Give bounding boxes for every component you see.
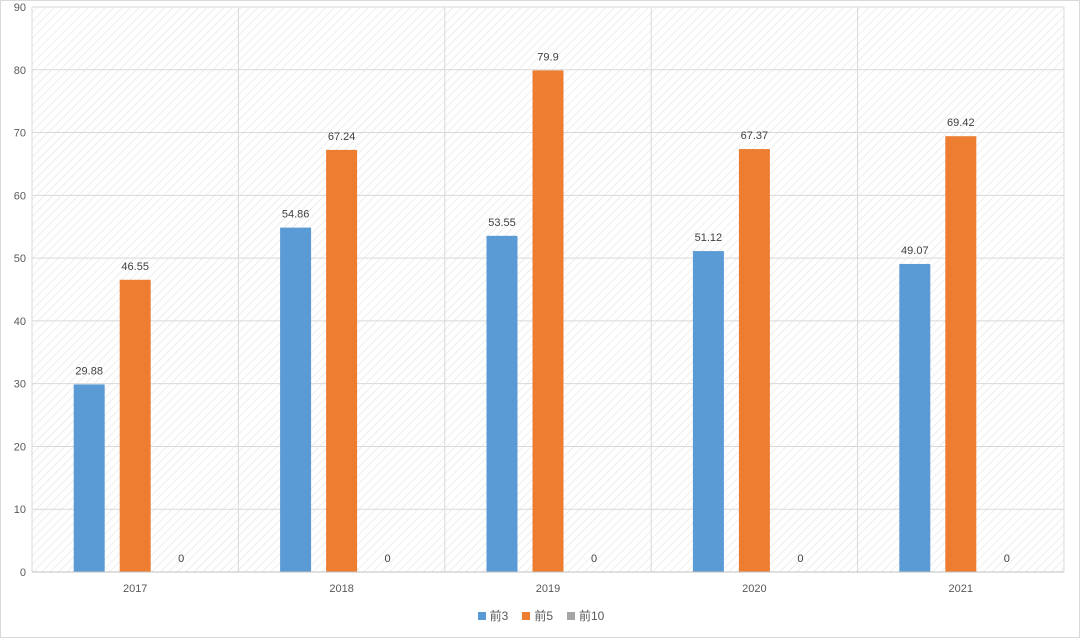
data-label: 69.42 [947,117,975,129]
data-label: 54.86 [282,209,310,221]
data-label: 79.9 [537,51,558,63]
legend-swatch [522,611,531,620]
y-tick-label: 20 [14,441,26,453]
bar [486,235,518,572]
x-tick-label: 2017 [123,583,147,595]
bar [899,263,931,572]
y-tick-label: 60 [14,190,26,202]
x-tick-label: 2021 [949,583,973,595]
legend-item: 前3 [477,607,509,624]
data-label: 53.55 [488,217,516,229]
x-tick-label: 2020 [742,583,766,595]
data-label: 0 [385,553,391,565]
legend-label: 前5 [534,609,553,623]
y-tick-label: 40 [14,316,26,328]
y-tick-label: 70 [14,128,26,140]
x-tick-label: 2019 [536,583,560,595]
bar [73,384,105,572]
legend-label: 前10 [579,609,605,623]
legend-swatch [477,611,486,620]
bar [326,149,358,573]
bar [692,251,724,572]
legend-item: 前10 [567,607,604,624]
y-tick-label: 90 [14,2,26,14]
data-label: 0 [178,553,184,565]
bar [119,279,151,572]
chart-legend: 前3 前5 前10 [1,607,1080,624]
bar [738,149,770,573]
y-tick-label: 30 [14,379,26,391]
data-label: 0 [591,553,597,565]
legend-label: 前3 [489,609,509,623]
data-label: 51.12 [695,232,723,244]
y-tick-label: 10 [14,504,26,516]
bar [532,70,564,573]
data-label: 0 [797,553,803,565]
legend-swatch [567,611,575,620]
y-tick-label: 80 [14,65,26,77]
data-label: 49.07 [901,245,929,257]
data-label: 67.24 [328,131,356,143]
legend-item: 前5 [522,607,553,624]
bar [280,227,312,572]
y-tick-label: 0 [20,567,26,579]
data-label: 67.37 [741,130,769,142]
data-label: 29.88 [75,365,103,377]
y-tick-label: 50 [14,253,26,265]
data-label: 0 [1004,553,1010,565]
x-tick-label: 2018 [329,583,353,595]
bar [945,136,977,573]
data-label: 46.55 [121,261,149,273]
